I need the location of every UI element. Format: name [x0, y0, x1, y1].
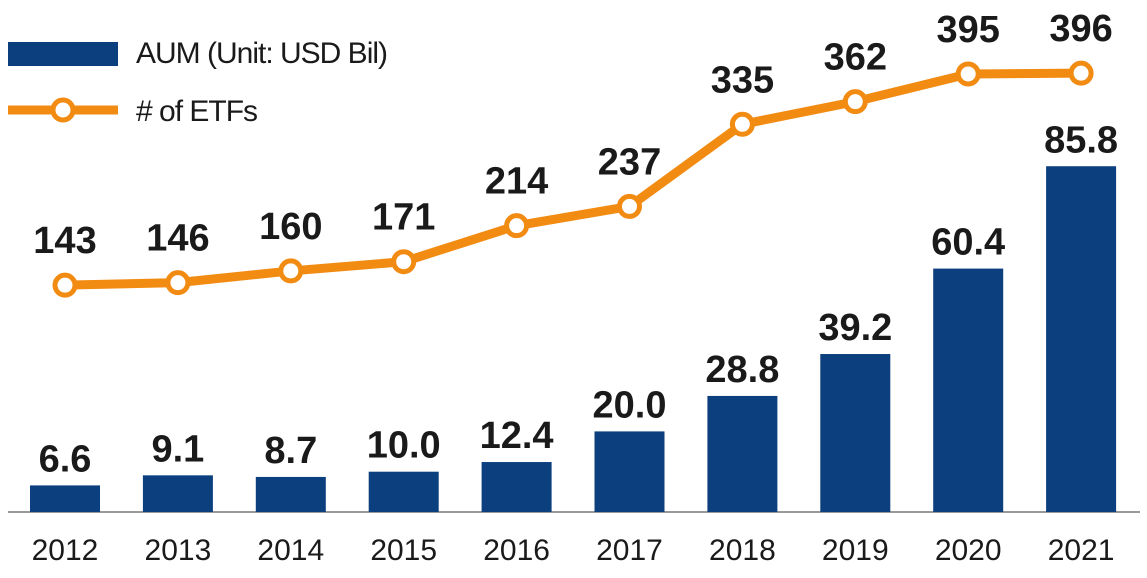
line-point	[165, 270, 191, 296]
line-value-label: 171	[372, 197, 435, 239]
line-point	[1068, 60, 1094, 86]
legend-marker	[50, 97, 76, 123]
bar-value-label: 28.8	[705, 349, 779, 391]
x-tick-label: 2015	[370, 534, 437, 567]
bar	[142, 475, 213, 512]
line-point	[729, 111, 755, 137]
line-value-label: 335	[711, 59, 774, 101]
bar	[368, 471, 439, 512]
legend-swatch	[8, 42, 118, 66]
bar-value-label: 6.6	[39, 438, 92, 480]
line-point	[278, 258, 304, 284]
bar	[594, 431, 665, 512]
bar	[255, 476, 326, 512]
x-tick-label: 2012	[32, 534, 99, 567]
bar	[707, 395, 778, 512]
line-point	[504, 213, 530, 239]
line-point	[391, 249, 417, 275]
line-value-label: 396	[1049, 8, 1112, 50]
x-tick-label: 2014	[257, 534, 324, 567]
x-tick-label: 2016	[483, 534, 550, 567]
line-value-label: 214	[485, 161, 548, 203]
bar	[30, 485, 100, 512]
line	[64, 68, 1082, 290]
legend-label: # of ETFs	[136, 95, 257, 128]
x-tick-label: 2013	[145, 534, 212, 567]
bar	[933, 268, 1004, 512]
x-tick-label: 2019	[822, 534, 889, 567]
line-point	[955, 61, 981, 87]
bar	[820, 354, 891, 512]
bar	[1046, 166, 1117, 512]
bar-value-label: 39.2	[818, 307, 892, 349]
line-point	[842, 89, 868, 115]
line-value-label: 237	[598, 141, 661, 183]
x-tick-label: 2018	[709, 534, 776, 567]
bar-value-label: 9.1	[151, 428, 204, 470]
line-point	[617, 193, 642, 219]
bar-value-label: 20.0	[593, 384, 667, 426]
bar-value-label: 60.4	[931, 222, 1005, 264]
bar-value-label: 10.0	[367, 425, 441, 467]
x-tick-label: 2017	[596, 534, 663, 567]
line-value-label: 146	[146, 218, 209, 260]
line-point	[52, 272, 78, 298]
bar	[481, 462, 552, 512]
line-value-label: 143	[33, 220, 96, 262]
bar-value-label: 85.8	[1044, 119, 1118, 161]
x-tick-label: 2021	[1048, 534, 1115, 567]
bar-value-label: 12.4	[480, 415, 554, 457]
x-tick-label: 2020	[935, 534, 1002, 567]
bar-value-label: 8.7	[264, 430, 317, 472]
line-value-label: 395	[936, 9, 999, 51]
line-value-label: 160	[259, 206, 322, 248]
legend-label: AUM (Unit: USD Bil)	[136, 37, 387, 70]
line-value-label: 362	[824, 37, 887, 79]
